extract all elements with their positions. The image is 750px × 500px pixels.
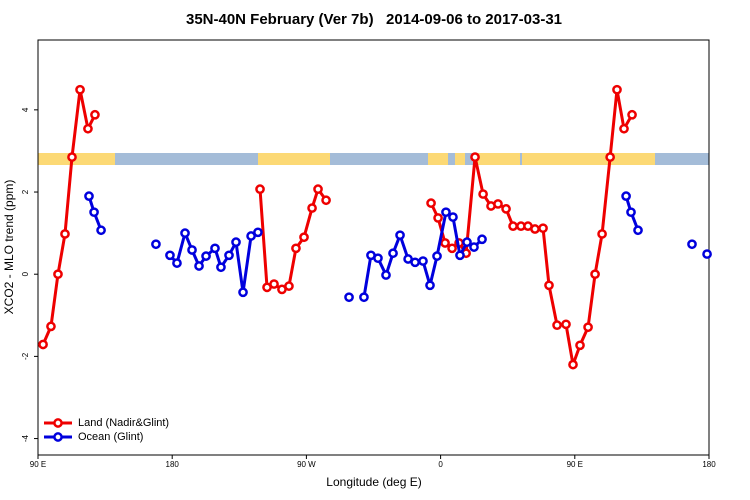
legend-label: Land (Nadir&Glint) xyxy=(78,417,169,429)
x-tick-label: 180 xyxy=(702,460,716,469)
x-axis-label: Longitude (deg E) xyxy=(326,475,421,489)
point xyxy=(60,229,70,239)
point xyxy=(568,359,578,370)
point xyxy=(597,229,607,239)
point xyxy=(46,321,56,332)
point xyxy=(90,109,100,120)
point xyxy=(552,320,562,331)
point xyxy=(224,250,234,261)
point xyxy=(605,152,615,162)
point xyxy=(381,270,391,280)
point xyxy=(255,184,265,195)
point xyxy=(313,184,323,195)
legend-marker xyxy=(53,418,63,428)
point xyxy=(501,204,511,214)
point xyxy=(180,228,190,238)
point xyxy=(470,152,480,162)
point xyxy=(165,250,175,261)
point xyxy=(231,237,241,248)
point xyxy=(410,257,420,268)
x-tick-label: 90 W xyxy=(297,460,316,469)
chart-title: 35N-40N February (Ver 7b) 2014-09-06 to … xyxy=(186,11,562,28)
point xyxy=(299,232,309,243)
point xyxy=(246,231,256,241)
point xyxy=(344,292,354,303)
point xyxy=(561,319,571,330)
point xyxy=(75,84,85,95)
y-tick-label: -4 xyxy=(21,434,30,442)
point xyxy=(151,239,161,250)
point xyxy=(612,84,622,95)
point xyxy=(441,207,451,218)
legend-label: Ocean (Glint) xyxy=(78,431,143,443)
point xyxy=(440,238,450,248)
point xyxy=(448,212,458,222)
point xyxy=(575,340,585,351)
point xyxy=(89,207,99,218)
point xyxy=(216,262,226,273)
point xyxy=(172,258,182,268)
point xyxy=(627,109,637,120)
series-line xyxy=(89,196,707,297)
legend-marker xyxy=(53,432,63,442)
point xyxy=(253,227,263,238)
point xyxy=(433,213,443,223)
x-tick-label: 180 xyxy=(166,460,180,469)
point xyxy=(359,292,369,303)
point xyxy=(187,245,197,255)
point xyxy=(284,281,294,291)
point xyxy=(38,339,48,350)
plot-frame xyxy=(37,39,710,456)
point xyxy=(388,248,398,259)
point xyxy=(477,234,487,245)
point xyxy=(269,279,279,289)
point xyxy=(619,123,629,134)
point xyxy=(321,195,331,206)
y-tick-label: 2 xyxy=(21,189,30,194)
y-tick-label: 4 xyxy=(21,107,30,112)
x-tick-label: 90 E xyxy=(30,460,46,469)
point xyxy=(469,242,479,252)
point xyxy=(544,280,554,291)
point xyxy=(201,251,211,261)
point xyxy=(426,198,436,208)
point xyxy=(418,256,428,266)
point xyxy=(395,230,405,241)
point xyxy=(633,225,643,236)
point xyxy=(462,237,472,248)
point xyxy=(83,123,93,134)
point xyxy=(53,269,63,280)
point xyxy=(455,250,465,261)
point xyxy=(447,243,457,254)
point xyxy=(478,189,488,199)
point xyxy=(493,199,503,209)
point xyxy=(583,322,593,333)
point xyxy=(210,243,220,254)
point xyxy=(538,223,548,234)
point xyxy=(291,243,301,254)
y-axis-label: XCO2 - MLO trend (ppm) xyxy=(2,180,16,315)
y-tick-label: 0 xyxy=(21,271,30,276)
x-tick-label: 0 xyxy=(438,460,443,469)
land-sea-strip xyxy=(38,153,709,165)
point xyxy=(687,239,697,250)
point xyxy=(590,269,600,280)
point xyxy=(530,224,540,234)
point xyxy=(238,287,248,298)
point xyxy=(194,261,204,271)
point xyxy=(432,251,442,261)
x-tick-label: 90 E xyxy=(567,460,583,469)
point xyxy=(702,249,712,259)
point xyxy=(508,221,518,231)
point xyxy=(626,207,636,218)
point xyxy=(96,225,106,236)
point xyxy=(373,253,383,264)
point xyxy=(621,191,631,201)
y-tick-label: -2 xyxy=(21,352,30,360)
point xyxy=(307,203,317,213)
point xyxy=(84,191,94,201)
point xyxy=(67,152,77,162)
point xyxy=(425,280,435,291)
